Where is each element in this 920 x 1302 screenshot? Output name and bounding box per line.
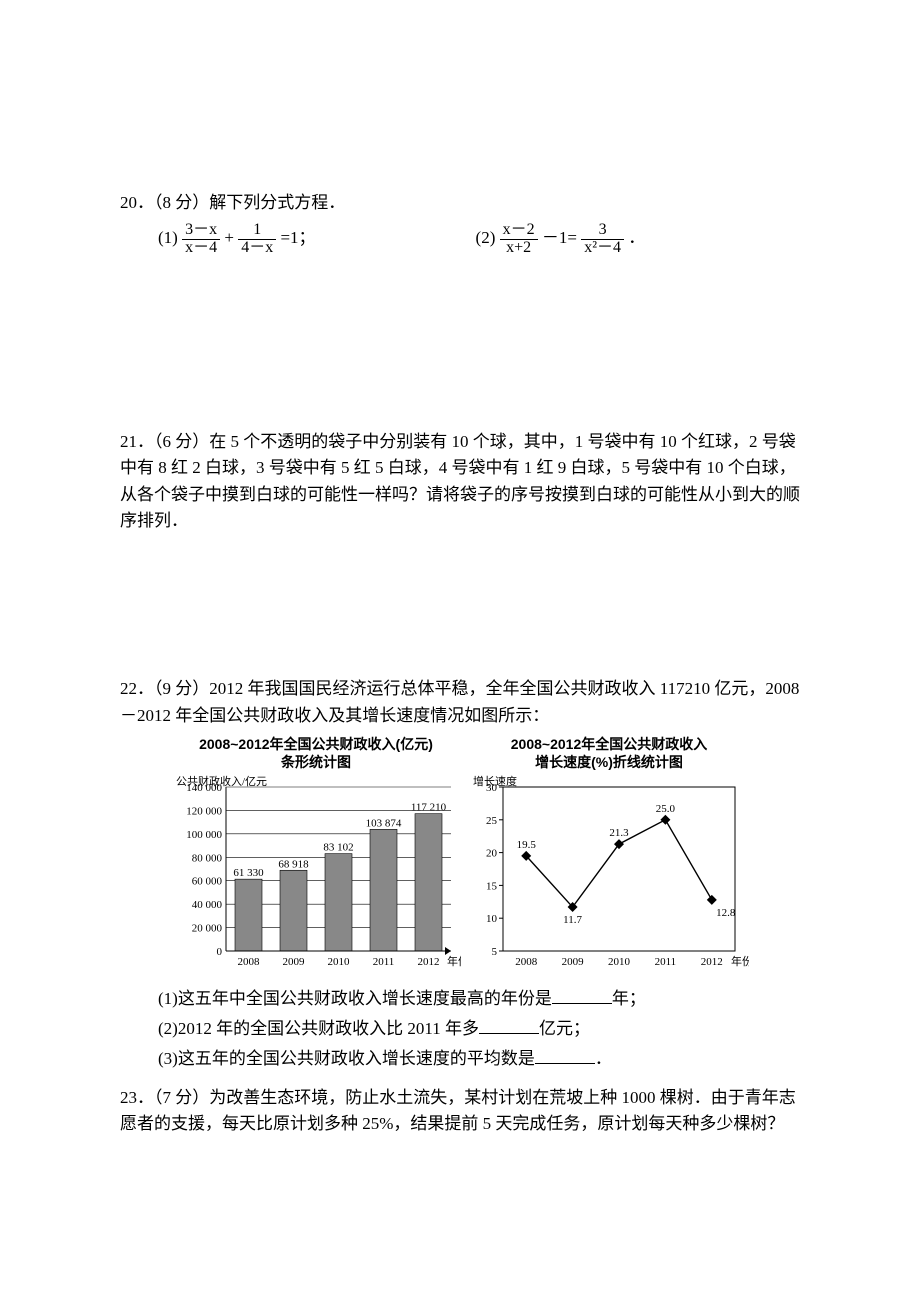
svg-text:0: 0 (217, 946, 223, 958)
svg-text:2010: 2010 (328, 956, 351, 968)
eq2-den2: x²－4 (581, 240, 624, 257)
bar-chart: 公共财政收入/亿元020 00040 00060 00080 000100 00… (171, 773, 461, 973)
svg-text:2008: 2008 (238, 956, 261, 968)
eq1: (1) 3－xx－4 + 14－x =1； (158, 222, 316, 257)
svg-text:60 000: 60 000 (192, 876, 223, 888)
svg-text:19.5: 19.5 (517, 839, 537, 851)
q22-sub3: (3)这五年的全国公共财政收入增长速度的平均数是 ． (120, 1046, 800, 1072)
q23: 23．（7 分）为改善生态环境，防止水土流失，某村计划在荒坡上种 1000 棵树… (120, 1085, 800, 1138)
bar-title-2: 条形统计图 (281, 754, 351, 770)
q22-sub3-a: (3)这五年的全国公共财政收入增长速度的平均数是 (158, 1049, 535, 1068)
q22-sub1-a: (1)这五年中全国公共财政收入增长速度最高的年份是 (158, 989, 552, 1008)
q20: 20．（8 分）解下列分式方程． (1) 3－xx－4 + 14－x =1； (… (120, 190, 800, 257)
q22-sub3-b: ． (595, 1049, 612, 1068)
svg-text:5: 5 (492, 946, 498, 958)
svg-text:30: 30 (486, 782, 498, 794)
bar-title-1: 2008~2012年全国公共财政收入(亿元) (199, 736, 433, 752)
svg-text:20 000: 20 000 (192, 923, 223, 935)
blank-avg[interactable] (535, 1046, 595, 1064)
svg-text:83 102: 83 102 (323, 842, 353, 854)
eq2-lead: (2) (476, 229, 496, 248)
svg-text:21.3: 21.3 (609, 827, 629, 839)
svg-text:11.7: 11.7 (563, 914, 582, 926)
svg-text:25.0: 25.0 (656, 803, 676, 815)
svg-text:2010: 2010 (608, 956, 631, 968)
svg-text:2009: 2009 (283, 956, 306, 968)
q22-sub1: (1)这五年中全国公共财政收入增长速度最高的年份是 年； (120, 986, 800, 1012)
svg-text:100 000: 100 000 (186, 829, 222, 841)
svg-text:40 000: 40 000 (192, 900, 223, 912)
svg-text:12.8: 12.8 (716, 907, 736, 919)
eq2-den1: x+2 (500, 240, 538, 257)
eq1-den1: x－4 (182, 240, 220, 257)
svg-text:10: 10 (486, 914, 498, 926)
blank-yi[interactable] (479, 1016, 539, 1034)
exam-page: 20．（8 分）解下列分式方程． (1) 3－xx－4 + 14－x =1； (… (0, 0, 920, 1269)
svg-text:120 000: 120 000 (186, 806, 222, 818)
eq1-tail: =1； (280, 229, 315, 248)
svg-text:2011: 2011 (373, 956, 395, 968)
eq2-tail: ． (628, 229, 645, 248)
eq2-num1: x－2 (500, 222, 538, 240)
eq2-num2: 3 (581, 222, 624, 240)
svg-text:2012: 2012 (701, 956, 723, 968)
q22-text: 22．（9 分）2012 年我国国民经济运行总体平稳，全年全国公共财政收入 11… (120, 679, 799, 724)
svg-text:2009: 2009 (562, 956, 585, 968)
line-chart: 增长速度510152025302008200920102011201219.51… (469, 773, 749, 973)
svg-text:2012: 2012 (418, 956, 440, 968)
line-chart-box: 2008~2012年全国公共财政收入 增长速度(%)折线统计图 增长速度5101… (469, 735, 749, 982)
eq2-mid: －1= (542, 229, 577, 248)
eq1-num1: 3－x (182, 222, 220, 240)
svg-text:140 000: 140 000 (186, 782, 222, 794)
svg-text:2008: 2008 (515, 956, 538, 968)
q22-sub2-a: (2)2012 年的全国公共财政收入比 2011 年多 (158, 1019, 479, 1038)
q20-equations: (1) 3－xx－4 + 14－x =1； (2) x－2x+2 －1= 3x²… (120, 222, 800, 257)
svg-text:2011: 2011 (655, 956, 677, 968)
svg-text:80 000: 80 000 (192, 853, 223, 865)
svg-text:68 918: 68 918 (278, 859, 309, 871)
q22-sub2-b: 亿元； (539, 1019, 590, 1038)
q22: 22．（9 分）2012 年我国国民经济运行总体平稳，全年全国公共财政收入 11… (120, 676, 800, 1072)
eq1-plus: + (224, 229, 234, 248)
svg-text:年份: 年份 (731, 954, 749, 968)
eq1-num2: 1 (238, 222, 276, 240)
line-title-1: 2008~2012年全国公共财政收入 (511, 736, 707, 752)
svg-text:117 210: 117 210 (411, 802, 447, 814)
q20-label: 20．（8 分）解下列分式方程． (120, 193, 345, 212)
svg-text:20: 20 (486, 848, 498, 860)
svg-text:103 874: 103 874 (366, 818, 402, 830)
bar-chart-box: 2008~2012年全国公共财政收入(亿元) 条形统计图 公共财政收入/亿元02… (171, 735, 461, 982)
charts-row: 2008~2012年全国公共财政收入(亿元) 条形统计图 公共财政收入/亿元02… (120, 735, 800, 982)
blank-year[interactable] (552, 986, 612, 1004)
line-title-2: 增长速度(%)折线统计图 (535, 754, 683, 770)
svg-text:61 330: 61 330 (233, 868, 264, 880)
q22-sub2: (2)2012 年的全国公共财政收入比 2011 年多 亿元； (120, 1016, 800, 1042)
eq1-den2: 4－x (238, 240, 276, 257)
eq1-lead: (1) (158, 229, 178, 248)
q23-text: 23．（7 分）为改善生态环境，防止水土流失，某村计划在荒坡上种 1000 棵树… (120, 1088, 796, 1133)
q21-text: 21．（6 分）在 5 个不透明的袋子中分别装有 10 个球，其中，1 号袋中有… (120, 432, 800, 530)
svg-text:15: 15 (486, 881, 498, 893)
svg-text:年份: 年份 (447, 954, 461, 968)
q22-sub1-b: 年； (612, 989, 646, 1008)
svg-text:25: 25 (486, 815, 498, 827)
eq2: (2) x－2x+2 －1= 3x²－4 ． (476, 222, 646, 257)
q21: 21．（6 分）在 5 个不透明的袋子中分别装有 10 个球，其中，1 号袋中有… (120, 429, 800, 534)
